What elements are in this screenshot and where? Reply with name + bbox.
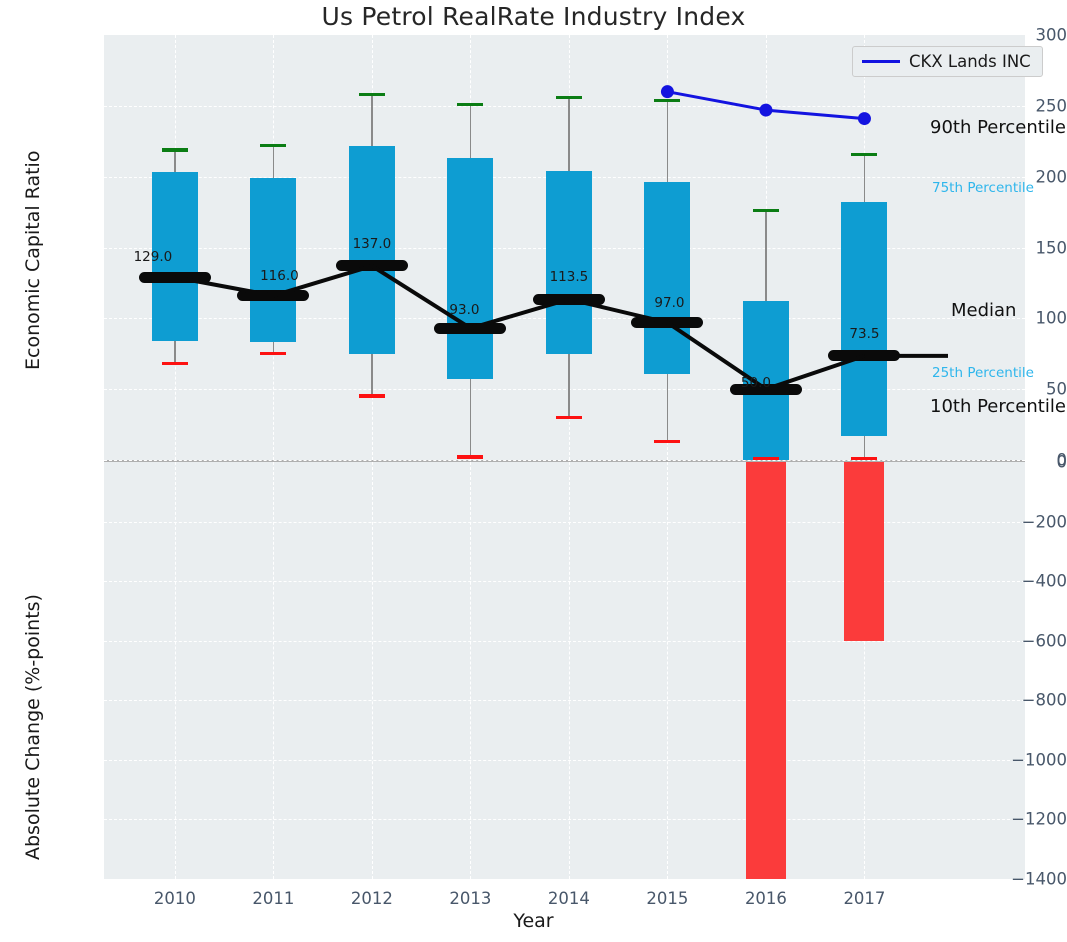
median-bar (434, 322, 507, 334)
interquartile-box (644, 182, 691, 374)
median-bar (828, 350, 901, 362)
x-tick-label: 2017 (843, 889, 886, 908)
median-bar (631, 317, 704, 329)
percentile-10-cap (260, 351, 287, 356)
legend-label-ckx: CKX Lands INC (909, 52, 1031, 71)
lower-plot-area (104, 462, 1025, 879)
y-tick-label: 200 (1035, 167, 1067, 187)
percentile-90-cap (752, 209, 779, 213)
y-tick-label: −200 (1021, 512, 1067, 532)
gridline-vertical (273, 462, 275, 879)
percentile-90-cap (457, 103, 484, 107)
gridline-horizontal (104, 640, 1025, 642)
y-tick-label: 0 (1056, 450, 1067, 470)
absolute-change-bar (745, 462, 786, 879)
median-value-label: 137.0 (352, 235, 392, 252)
median-bar (335, 260, 408, 272)
gridline-vertical (864, 462, 866, 879)
median-value-label: 97.0 (654, 294, 685, 311)
percentile-10-cap (161, 361, 188, 366)
gridline-horizontal (104, 581, 1025, 583)
percentile-90-cap (555, 95, 582, 100)
x-tick-label: 2011 (252, 889, 295, 908)
gridline-horizontal (104, 521, 1025, 523)
percentile-10-cap (457, 455, 484, 459)
gridline-vertical (470, 462, 472, 879)
gridline-horizontal (104, 460, 1025, 461)
gridline-vertical (667, 462, 669, 879)
annotation-median: Median (951, 300, 1017, 321)
median-bar (532, 293, 605, 305)
percentile-90-cap (851, 152, 878, 156)
zero-divider-line (104, 460, 1025, 462)
y-tick-label: 100 (1035, 308, 1067, 328)
median-value-label: 93.0 (449, 302, 480, 319)
gridline-vertical (371, 462, 373, 879)
interquartile-box (447, 158, 494, 380)
y-tick-label: 0 (1056, 452, 1067, 472)
interquartile-box (250, 178, 297, 343)
annotation-10th-percentile: 10th Percentile (930, 396, 1066, 417)
percentile-90-cap (260, 144, 287, 148)
percentile-10-cap (654, 439, 681, 443)
x-tick-label: 2014 (547, 889, 590, 908)
gridline-horizontal (104, 105, 1025, 107)
annotation-90th-percentile: 90th Percentile (930, 117, 1066, 138)
gridline-horizontal (104, 819, 1025, 821)
y-tick-label: 300 (1035, 25, 1067, 45)
annotation-75th-percentile: 75th Percentile (932, 180, 1034, 196)
median-value-label: 73.5 (849, 325, 880, 342)
median-value-label: 116.0 (260, 267, 299, 284)
y-axis-label-lower: Absolute Change (%-points) (22, 594, 44, 860)
y-tick-label: 50 (1046, 379, 1067, 399)
legend-line-swatch (862, 60, 900, 63)
y-axis-label-upper: Economic Capital Ratio (22, 150, 44, 370)
gridline-horizontal (104, 700, 1025, 702)
median-value-label: 50.0 (740, 375, 771, 392)
median-bar (138, 271, 211, 283)
annotation-25th-percentile: 25th Percentile (932, 365, 1034, 381)
gridline-vertical (174, 462, 176, 879)
interquartile-box (841, 202, 888, 436)
x-tick-label: 2015 (646, 889, 689, 908)
y-tick-label: −800 (1021, 690, 1067, 710)
y-tick-label: −600 (1021, 631, 1067, 651)
absolute-change-bar (844, 462, 885, 641)
x-tick-label: 2013 (449, 889, 492, 908)
y-tick-label: −1200 (1011, 809, 1067, 829)
x-tick-label: 2012 (350, 889, 393, 908)
legend: CKX Lands INC (852, 46, 1043, 77)
y-tick-label: −400 (1021, 571, 1067, 591)
gridline-horizontal (104, 879, 1025, 880)
percentile-90-cap (654, 98, 681, 102)
median-bar (237, 290, 310, 302)
percentile-90-cap (161, 148, 188, 152)
y-tick-label: 150 (1035, 238, 1067, 257)
percentile-90-cap (358, 93, 385, 97)
percentile-10-cap (851, 456, 878, 460)
interquartile-box (545, 171, 592, 354)
percentile-10-cap (555, 415, 582, 419)
gridline-vertical (568, 462, 570, 879)
y-tick-label: 250 (1035, 96, 1067, 116)
x-axis-label: Year (513, 910, 554, 932)
median-value-label: 129.0 (133, 249, 173, 266)
percentile-10-cap (752, 456, 779, 460)
median-value-label: 113.5 (549, 269, 589, 286)
x-tick-label: 2010 (153, 889, 196, 908)
chart-title: Us Petrol RealRate Industry Index (321, 2, 746, 31)
y-tick-label: −1400 (1011, 869, 1067, 889)
percentile-10-cap (358, 394, 385, 398)
y-tick-label: −1000 (1011, 750, 1067, 770)
gridline-horizontal (104, 759, 1025, 761)
x-tick-label: 2016 (744, 889, 787, 908)
